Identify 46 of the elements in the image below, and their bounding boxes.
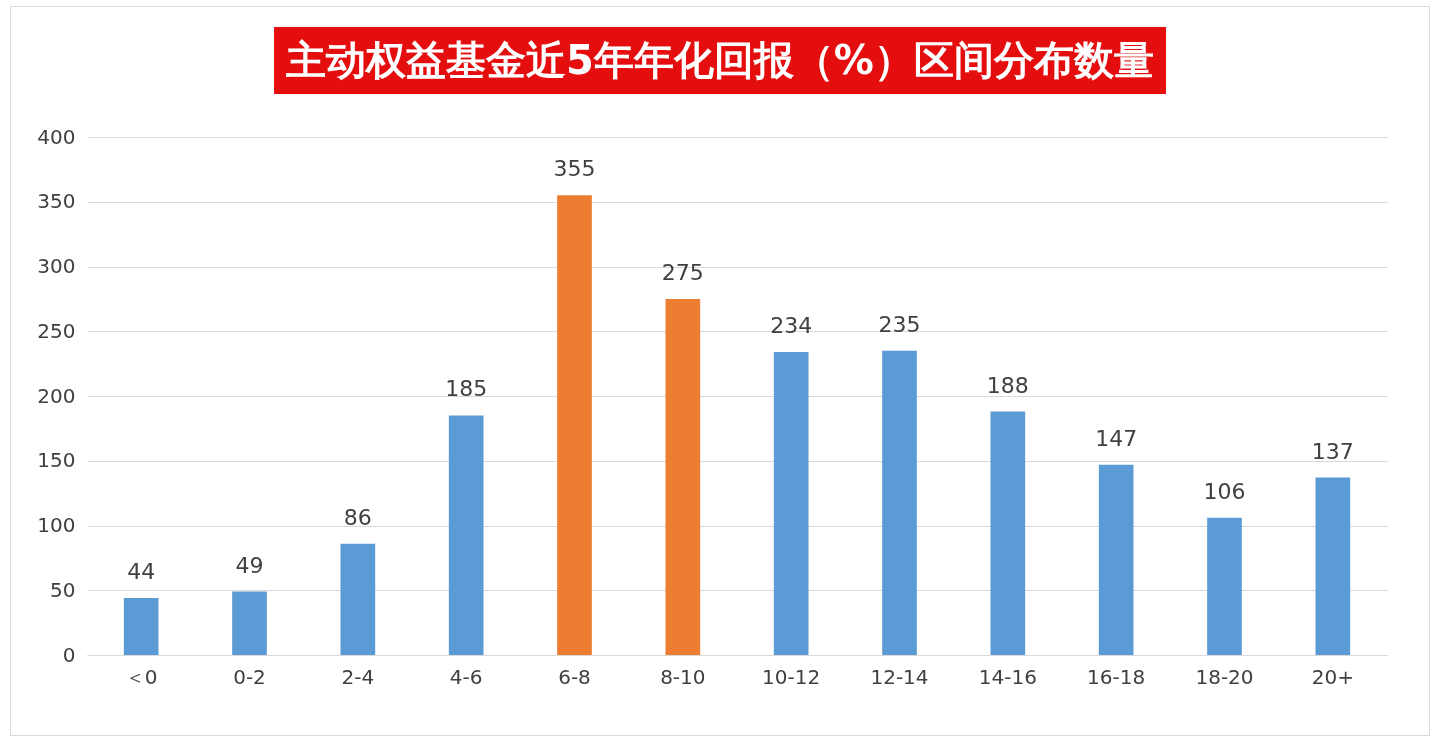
bar — [1315, 477, 1351, 655]
bar — [123, 598, 159, 655]
bar — [448, 415, 484, 655]
data-label: 235 — [878, 311, 921, 337]
data-label: 275 — [661, 259, 704, 285]
y-tick-label: 150 — [37, 448, 76, 473]
data-label: 147 — [1095, 425, 1138, 451]
x-tick-label: 20+ — [1311, 664, 1354, 689]
y-tick-label: 50 — [50, 577, 76, 602]
bar — [773, 351, 809, 655]
x-tick-label: 0-2 — [233, 664, 266, 689]
bar — [1207, 517, 1242, 655]
y-tick-label: 350 — [37, 189, 76, 214]
x-tick-label: 12-14 — [870, 664, 929, 689]
x-tick-label: 6-8 — [558, 664, 591, 689]
data-label: 106 — [1203, 478, 1246, 504]
y-tick-label: 0 — [62, 642, 76, 667]
data-label: 137 — [1311, 438, 1354, 464]
y-tick-label: 300 — [37, 254, 76, 278]
bar — [882, 350, 917, 655]
x-tick-label: 14-16 — [978, 664, 1037, 689]
bar — [557, 195, 592, 655]
x-tick-label: 16-18 — [1087, 664, 1146, 689]
data-label: 185 — [445, 376, 488, 402]
bar — [665, 298, 701, 655]
y-tick-label: 400 — [37, 124, 76, 149]
bar — [340, 543, 376, 655]
data-label: 355 — [553, 156, 596, 182]
x-tick-label: 10-12 — [762, 664, 821, 689]
y-tick-label: 250 — [37, 318, 76, 343]
data-label: 188 — [986, 372, 1029, 398]
data-label: 49 — [235, 552, 264, 578]
x-tick-label: 8-10 — [660, 664, 706, 689]
x-tick-label: 18-20 — [1195, 664, 1254, 689]
chart-title: 主动权益基金近5年年化回报（%）区间分布数量 — [274, 27, 1166, 94]
bar — [990, 411, 1026, 655]
y-tick-label: 200 — [37, 383, 76, 408]
bar — [1098, 464, 1134, 655]
data-label: 86 — [343, 504, 372, 530]
y-tick-label: 100 — [37, 513, 76, 537]
data-label: 44 — [127, 559, 156, 585]
data-label: 234 — [770, 312, 813, 338]
x-tick-label: 2-4 — [341, 664, 375, 689]
bar — [232, 591, 267, 655]
x-tick-label: ＜0 — [124, 664, 158, 689]
x-tick-label: 4-6 — [449, 664, 483, 689]
